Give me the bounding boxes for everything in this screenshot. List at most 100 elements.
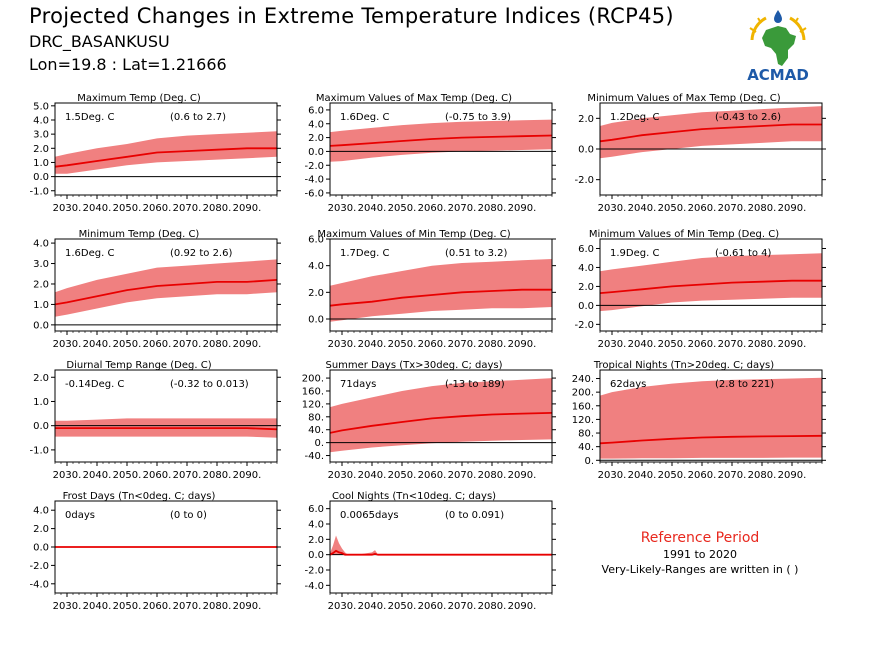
y-tick-label: 160. — [302, 386, 324, 397]
x-tick-label: 2070. — [718, 339, 747, 350]
chart-title: Diurnal Temp Range (Deg. C) — [66, 360, 211, 371]
x-tick-label: 2030. — [328, 203, 357, 214]
x-tick-label: 2060. — [143, 601, 172, 612]
x-tick-label: 2030. — [598, 203, 627, 214]
plot-area — [330, 535, 552, 556]
range-band — [600, 106, 822, 159]
y-tick-label: 0.0 — [308, 147, 324, 158]
plot-area — [55, 418, 277, 438]
change-value: 1.6Deg. C — [340, 112, 389, 123]
station-name: DRC_BASANKUSU — [29, 32, 170, 51]
y-tick-label: 0.0 — [33, 172, 49, 183]
change-value: 1.5Deg. C — [65, 112, 114, 123]
y-tick-label: 0.0 — [578, 301, 594, 312]
x-tick-label: 2090. — [508, 203, 537, 214]
y-tick-label: 6.0 — [308, 105, 324, 116]
y-tick-label: 4.0 — [308, 261, 324, 272]
range-band — [330, 535, 552, 555]
x-tick-label: 2060. — [418, 203, 447, 214]
y-tick-label: 200. — [302, 374, 324, 385]
chart-panel-4: 4.0 3.0 2.0 1.0 0.0 2030. 2040. 2050. 2060. 2070.… — [33, 229, 281, 350]
x-tick-label: 2050. — [113, 339, 142, 350]
y-tick-label: 4.0 — [578, 263, 594, 274]
change-range: (-0.61 to 4) — [715, 248, 772, 259]
y-tick-label: -2.0 — [574, 320, 594, 331]
y-tick-label: 40. — [578, 442, 594, 453]
x-tick-label: 2040. — [358, 470, 387, 481]
x-tick-label: 2040. — [628, 203, 657, 214]
plot-area — [55, 131, 277, 178]
x-tick-label: 2080. — [478, 339, 507, 350]
range-note: Very-Likely-Ranges are written in ( ) — [601, 563, 799, 576]
chart-panel-3: 2.0 0.0 -2.0 2030. 2040. 2050. 2060. 2070. 2080.… — [574, 93, 826, 214]
x-tick-label: 2050. — [113, 470, 142, 481]
change-range: (2.8 to 221) — [715, 379, 774, 390]
chart-title: Minimum Temp (Deg. C) — [79, 229, 200, 240]
chart-panel-9: 240.200.160.120.80.40.0.2030. 2040. 2050. 2… — [572, 360, 826, 481]
change-range: (0.51 to 3.2) — [445, 248, 507, 259]
x-tick-label: 2040. — [358, 203, 387, 214]
y-tick-label: 4.0 — [33, 506, 49, 517]
x-tick-label: 2040. — [83, 339, 112, 350]
x-tick-label: 2080. — [478, 203, 507, 214]
x-tick-label: 2050. — [388, 203, 417, 214]
median-line — [600, 279, 822, 294]
reference-title: Reference Period — [640, 530, 760, 546]
change-range: (0.6 to 2.7) — [170, 112, 226, 123]
y-tick-label: 3.0 — [33, 259, 49, 270]
x-tick-label: 2050. — [113, 601, 142, 612]
x-tick-label: 2030. — [53, 203, 82, 214]
plot-frame — [54, 238, 278, 332]
y-tick-label: -1.0 — [29, 445, 49, 456]
x-tick-label: 2070. — [448, 601, 477, 612]
x-tick-label: 2080. — [748, 470, 777, 481]
x-tick-label: 2070. — [173, 601, 202, 612]
x-tick-label: 2060. — [143, 203, 172, 214]
change-range: (-0.75 to 3.9) — [445, 112, 511, 123]
station-coordinates: Lon=19.8 : Lat=1.21666 — [29, 55, 227, 74]
median-line — [55, 147, 277, 168]
x-tick-label: 2090. — [508, 470, 537, 481]
x-tick-label: 2090. — [508, 601, 537, 612]
x-tick-label: 2090. — [233, 203, 262, 214]
median-line — [600, 123, 822, 143]
y-tick-label: 1.0 — [33, 300, 49, 311]
y-tick-label: -4.0 — [29, 579, 49, 590]
y-tick-label: 2.0 — [33, 144, 49, 155]
y-tick-label: 4.0 — [308, 119, 324, 130]
y-tick-label: 2.0 — [578, 282, 594, 293]
chart-title: Tropical Nights (Tn>20deg. C; days) — [593, 360, 774, 371]
y-tick-label: -2.0 — [304, 161, 324, 172]
median-line — [600, 434, 822, 445]
range-band — [330, 378, 552, 453]
chart-panel-1: 5.0 4.0 3.0 2.0 1.0 0.0 -1.0 2030. 2040. 2050. 206… — [29, 93, 281, 214]
y-tick-label: 2.0 — [33, 373, 49, 384]
x-tick-label: 2040. — [628, 339, 657, 350]
y-tick-label: 80. — [308, 412, 324, 423]
y-tick-label: 80. — [578, 429, 594, 440]
y-tick-label: -2.0 — [574, 175, 594, 186]
chart-title: Frost Days (Tn<0deg. C; days) — [63, 491, 216, 502]
change-value: 62days — [610, 379, 646, 390]
plot-frame — [54, 369, 278, 463]
change-value: 1.6Deg. C — [65, 248, 114, 259]
range-band — [600, 253, 822, 312]
chart-panel-11: 6.0 4.0 2.0 0.0 -2.0 -4.0 2030. 2040. 2050. 2060.… — [304, 491, 556, 612]
x-tick-label: 2070. — [173, 203, 202, 214]
median-line — [55, 427, 277, 431]
x-tick-label: 2060. — [418, 470, 447, 481]
x-tick-label: 2050. — [388, 470, 417, 481]
chart-title: Maximum Values of Min Temp (Deg. C) — [317, 229, 510, 240]
x-tick-label: 2090. — [233, 601, 262, 612]
median-line — [55, 279, 277, 306]
x-tick-label: 2090. — [778, 470, 807, 481]
x-tick-label: 2080. — [748, 203, 777, 214]
x-tick-label: 2090. — [233, 339, 262, 350]
change-value: 0days — [65, 510, 95, 521]
y-tick-label: 240. — [572, 374, 594, 385]
chart-title: Minimum Values of Min Temp (Deg. C) — [589, 229, 779, 240]
x-tick-label: 2060. — [143, 339, 172, 350]
reference-legend: Reference Period 1991 to 2020 Very-Likel… — [580, 530, 820, 576]
plot-area — [330, 378, 552, 453]
plot-area — [55, 259, 277, 326]
